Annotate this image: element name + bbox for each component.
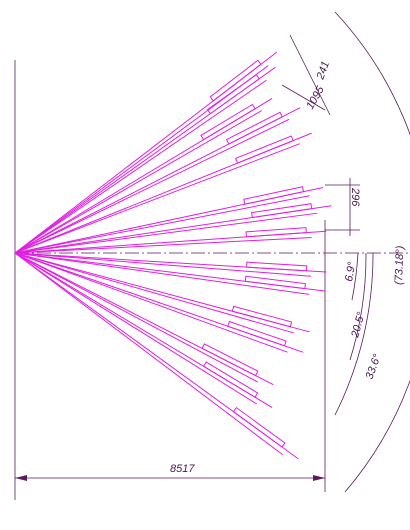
angle-arc <box>334 252 374 416</box>
fan-line <box>243 186 305 205</box>
dim-label: 1095 <box>304 84 327 112</box>
dim-label: 241 <box>314 60 332 82</box>
fan-line <box>14 252 310 295</box>
fan <box>14 51 332 460</box>
fan-line <box>232 406 286 448</box>
fan-line <box>14 118 290 254</box>
fan-line <box>244 275 306 290</box>
angle-label: 20.5° <box>349 310 368 340</box>
fan-line <box>14 79 267 254</box>
dim-label: 296 <box>349 187 361 207</box>
fan-line <box>231 305 293 328</box>
fan-line <box>14 110 263 254</box>
angle-arc <box>351 252 359 301</box>
fan-line <box>200 103 256 141</box>
arrow <box>313 475 325 481</box>
fan-line <box>14 252 259 383</box>
fan-line <box>246 261 308 272</box>
fan-line <box>225 111 283 145</box>
dim-line <box>289 34 331 116</box>
fan-line <box>14 252 257 405</box>
fan-line <box>227 320 287 347</box>
fan-line <box>14 252 294 334</box>
fan-line <box>235 135 294 164</box>
angle-label: (73.18°) <box>393 245 406 285</box>
fan-line <box>14 252 288 353</box>
arrow <box>15 475 27 481</box>
fan-line <box>14 143 300 254</box>
fan-line <box>14 195 310 254</box>
fan-line <box>14 236 312 254</box>
angle-label: 33.6° <box>364 352 384 381</box>
fan-line <box>209 59 262 102</box>
fan-line <box>202 361 259 398</box>
total-angle-arc <box>334 11 410 493</box>
fan-line <box>245 227 307 238</box>
fan-line <box>14 212 318 254</box>
fan-line <box>14 252 283 456</box>
angle-label: 6.9° <box>343 260 358 282</box>
fan-line <box>206 74 260 115</box>
width-label: 8517 <box>170 463 195 475</box>
dim-line <box>281 84 326 111</box>
angle-arc <box>349 252 367 361</box>
fan-line <box>201 343 259 377</box>
fan-line <box>14 252 312 277</box>
fan-line <box>251 203 313 219</box>
